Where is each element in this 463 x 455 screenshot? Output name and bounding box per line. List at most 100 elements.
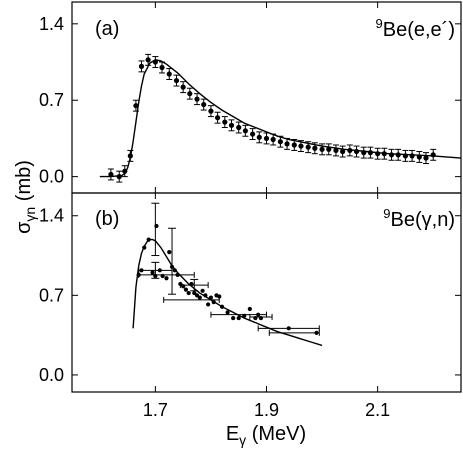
data-point (270, 136, 276, 143)
data-point (187, 91, 193, 97)
data-point (194, 293, 200, 298)
panel-a-reaction-label: 9Be(e,e´) (376, 16, 455, 41)
data-point (173, 77, 180, 84)
x-tick-label: 2.1 (365, 400, 390, 420)
data-point (153, 273, 158, 279)
data-point (298, 143, 304, 149)
data-point (395, 152, 401, 158)
panel-a-y-ticks: 0.0 0.7 1.4 (39, 14, 461, 187)
data-point (206, 302, 211, 307)
data-point (242, 313, 247, 318)
data-point (236, 315, 241, 321)
y-tick-label: 1.4 (39, 206, 64, 226)
data-point (284, 141, 290, 147)
data-point (402, 153, 409, 159)
y-tick-label: 0.7 (39, 90, 64, 110)
data-point (167, 250, 172, 255)
data-point (361, 150, 367, 156)
data-point (183, 287, 189, 292)
data-point (164, 276, 169, 281)
data-point (217, 294, 222, 299)
panel-b-reaction-text: Be(γ,n) (391, 209, 455, 231)
fit-curve-line (99, 59, 462, 178)
y-tick-label: 0.0 (39, 167, 64, 187)
data-point (181, 284, 186, 289)
data-point (138, 63, 145, 69)
data-point (145, 57, 151, 63)
data-point (423, 155, 429, 161)
data-point (430, 152, 436, 158)
panel-b-data-points (136, 223, 319, 335)
data-point (201, 101, 207, 108)
data-point (189, 281, 194, 287)
data-point (139, 268, 144, 273)
data-point (340, 148, 346, 155)
x-tick-label: 1.7 (143, 400, 168, 420)
data-point (172, 268, 177, 273)
x-axis-title-rest: (MeV) (246, 423, 306, 445)
data-point (194, 96, 200, 102)
x-axis-title: Eγ (MeV) (226, 423, 306, 448)
panel-b-label: (b) (95, 208, 119, 230)
y-axis-title-rest: (mb) (13, 160, 35, 207)
data-point (166, 71, 172, 77)
data-point (314, 330, 319, 335)
data-point (157, 268, 162, 273)
panel-a-reaction-sup: 9 (376, 16, 383, 31)
y-axis-title: σγn (mb) (13, 160, 38, 234)
data-point (375, 151, 381, 157)
data-point (208, 295, 214, 300)
panel-b-reaction-label: 9Be(γ,n) (383, 206, 455, 231)
data-point (180, 84, 186, 90)
panel-a-label: (a) (95, 18, 119, 40)
data-point (108, 171, 114, 178)
data-point (416, 154, 422, 160)
y-tick-label: 1.4 (39, 14, 64, 34)
data-point (319, 146, 325, 152)
data-point (178, 281, 183, 287)
x-tick-label: 1.9 (254, 400, 279, 420)
data-point (214, 115, 221, 121)
panel-b-y-ticks: 0.0 0.7 1.4 (39, 206, 461, 385)
data-point (312, 145, 318, 151)
panel-b-error-bars (138, 202, 320, 336)
x-axis-ticks: 1.7 1.9 2.1 (143, 2, 390, 420)
data-point (116, 174, 122, 180)
data-point (133, 103, 139, 109)
x-axis-title-main: E (226, 423, 239, 445)
panel-b-reaction-sup: 9 (383, 206, 390, 221)
panel-a-fit-curve (99, 59, 462, 178)
data-point (211, 300, 216, 305)
data-point (219, 304, 225, 309)
data-point (333, 147, 339, 154)
data-point (136, 272, 141, 277)
data-point (228, 122, 235, 128)
data-point (160, 273, 165, 279)
data-point (263, 135, 270, 142)
data-point (169, 264, 175, 270)
data-point (122, 168, 128, 174)
data-point (242, 128, 248, 134)
data-point (159, 64, 165, 71)
data-point (258, 315, 264, 321)
data-point (250, 131, 256, 137)
data-point (247, 306, 252, 312)
y-tick-label: 0.7 (39, 285, 64, 305)
data-point (175, 272, 180, 277)
data-point (347, 147, 353, 154)
data-point (146, 237, 151, 242)
data-point (256, 134, 262, 140)
data-point (186, 290, 191, 296)
data-point (152, 59, 158, 65)
data-point (225, 310, 230, 315)
data-point (200, 288, 205, 293)
data-point (305, 144, 311, 150)
data-point (286, 326, 291, 331)
data-point (253, 315, 258, 321)
data-point (236, 124, 242, 131)
data-point (367, 150, 374, 156)
panel-a-data-points (107, 53, 437, 183)
data-point (127, 153, 133, 159)
data-point (203, 293, 208, 298)
